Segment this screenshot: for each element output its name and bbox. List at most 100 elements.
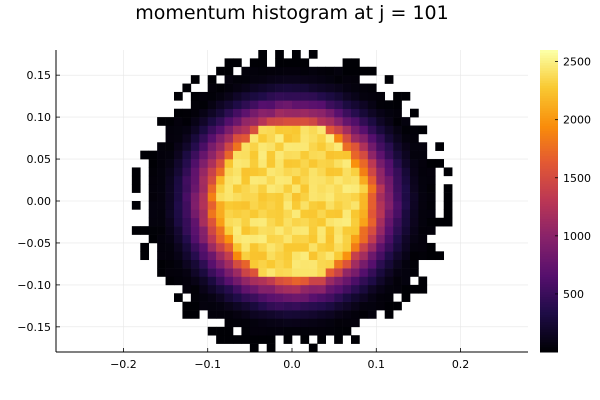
heatmap-cell: [275, 66, 284, 76]
heatmap-cell: [317, 251, 327, 261]
heatmap-cell: [308, 159, 318, 168]
heatmap-cell: [401, 242, 411, 252]
heatmap-cell: [283, 259, 293, 269]
heatmap-cell: [233, 276, 242, 286]
heatmap-cell: [367, 259, 377, 269]
heatmap-cell: [292, 159, 301, 168]
heatmap-cell: [384, 251, 394, 261]
heatmap-cell: [384, 201, 394, 210]
heatmap-cell: [266, 209, 276, 219]
heatmap-cell: [376, 226, 386, 235]
heatmap-cell: [292, 251, 301, 261]
heatmap-cell: [351, 217, 360, 227]
heatmap-cell: [216, 259, 225, 269]
heatmap-cells: [131, 50, 453, 353]
heatmap-cell: [376, 91, 386, 101]
heatmap-cell: [258, 201, 268, 210]
heatmap-cell: [384, 125, 394, 135]
heatmap-cell: [249, 310, 259, 319]
colorbar-segment: [540, 95, 558, 99]
heatmap-cell: [275, 234, 284, 244]
colorbar-segment: [540, 112, 558, 116]
heatmap-cell: [165, 251, 175, 261]
heatmap-cell: [224, 100, 234, 110]
heatmap-cell: [224, 142, 234, 151]
heatmap-cell: [342, 226, 352, 235]
heatmap-cell: [418, 242, 428, 252]
heatmap-cell: [224, 293, 234, 302]
heatmap-cell: [249, 175, 259, 185]
heatmap-cell: [426, 242, 436, 252]
heatmap-cell: [283, 108, 293, 118]
heatmap-cell: [317, 66, 327, 76]
heatmap-cell: [258, 75, 268, 84]
heatmap-cell: [393, 117, 402, 126]
colorbar-segment: [540, 201, 558, 205]
heatmap-cell: [317, 217, 327, 227]
heatmap-cell: [233, 108, 242, 118]
heatmap-cell: [165, 184, 175, 193]
heatmap-cell: [393, 100, 402, 110]
heatmap-cell: [233, 91, 242, 101]
heatmap-cell: [367, 242, 377, 252]
heatmap-cell: [334, 133, 343, 143]
heatmap-cell: [393, 259, 402, 269]
heatmap-cell: [207, 159, 217, 168]
heatmap-cell: [174, 91, 183, 101]
heatmap-cell: [334, 209, 343, 219]
heatmap-cell: [325, 184, 335, 193]
heatmap-cell: [266, 326, 276, 336]
heatmap-cell: [249, 318, 259, 328]
heatmap-cell: [224, 184, 234, 193]
heatmap-cell: [233, 259, 242, 269]
heatmap-cell: [384, 150, 394, 160]
heatmap-cell: [224, 335, 234, 344]
heatmap-cell: [393, 242, 402, 252]
heatmap-cell: [182, 217, 192, 227]
heatmap-cell: [258, 83, 268, 93]
heatmap-cell: [199, 301, 209, 311]
heatmap-cell: [266, 268, 276, 277]
heatmap-cell: [258, 242, 268, 252]
heatmap-cell: [241, 268, 251, 277]
heatmap-cell: [207, 184, 217, 193]
colorbar-segment: [540, 183, 558, 187]
heatmap-cell: [418, 209, 428, 219]
colorbar-segment: [540, 80, 558, 84]
colorbar-segment: [540, 60, 558, 64]
heatmap-cell: [275, 310, 284, 319]
heatmap-cell: [283, 242, 293, 252]
heatmap-cell: [334, 217, 343, 227]
heatmap-cell: [233, 159, 242, 168]
heatmap-cell: [334, 192, 343, 202]
heatmap-cell: [275, 167, 284, 177]
heatmap-cell: [190, 226, 200, 235]
heatmap-cell: [148, 192, 158, 202]
heatmap-cell: [418, 234, 428, 244]
heatmap-cell: [359, 234, 369, 244]
heatmap-cell: [182, 276, 192, 286]
heatmap-cell: [401, 268, 411, 277]
heatmap-cell: [325, 293, 335, 302]
heatmap-cell: [325, 117, 335, 126]
heatmap-cell: [317, 301, 327, 311]
heatmap-cell: [410, 284, 419, 294]
heatmap-cell: [300, 192, 310, 202]
axes: −0.2 −0.1 0.0 0.1 0.2 0.15 0.10 0.05 0.00 −0.05 −0…: [17, 50, 528, 371]
heatmap-cell: [165, 259, 175, 269]
heatmap-cell: [216, 175, 225, 185]
colorbar-segment: [540, 208, 558, 212]
heatmap-cell: [401, 167, 411, 177]
colorbar-segment: [540, 128, 558, 132]
heatmap-cell: [317, 142, 327, 151]
heatmap-cell: [292, 201, 301, 210]
heatmap-cell: [165, 125, 175, 135]
heatmap-cell: [283, 318, 293, 328]
heatmap-cell: [393, 284, 402, 294]
colorbar-segment: [540, 346, 558, 350]
heatmap-cell: [266, 125, 276, 135]
heatmap-cell: [249, 91, 259, 101]
heatmap-cell: [266, 83, 276, 93]
heatmap-cell: [292, 150, 301, 160]
x-tick-label: 0.2: [452, 358, 470, 371]
